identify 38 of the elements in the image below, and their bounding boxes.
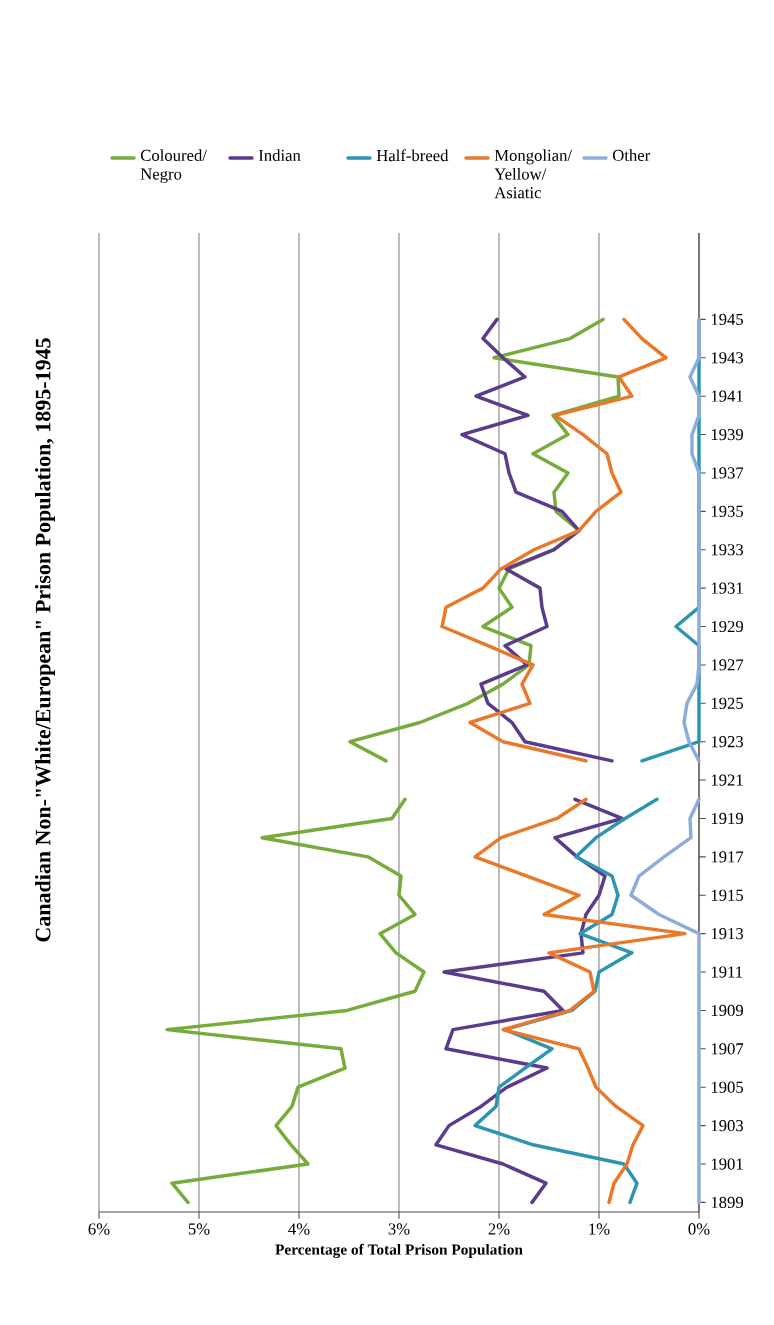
y-tick-label: 1937: [711, 467, 744, 479]
y-tick-label: 1943: [711, 352, 744, 364]
y-tick-label: 1925: [711, 697, 744, 709]
x-tick-label: 5%: [188, 1223, 210, 1235]
y-tick-label: 1903: [711, 1119, 744, 1132]
text: Canadian Non-"White/European" Prison Population, 1895-1945: [35, 338, 55, 942]
y-tick-label: 1915: [711, 889, 744, 901]
y-tick-label: 1899: [711, 1196, 744, 1209]
legend-label: Coloured/ Negro: [140, 149, 207, 184]
y-tick-label: 1933: [711, 544, 744, 556]
y-tick-label: 1911: [711, 966, 743, 978]
y-tick-label: 1931: [711, 582, 743, 594]
x-tick-label: 6%: [88, 1223, 110, 1235]
y-tick-label: 1941: [711, 390, 743, 402]
x-tick-label: 3%: [388, 1223, 410, 1235]
y-tick-label: 1905: [711, 1081, 744, 1093]
y-tick-label: 1921: [711, 774, 743, 786]
y-tick-label: 1901: [711, 1158, 743, 1170]
legend-label: Mongolian/ Yellow/ Asiatic: [494, 149, 573, 199]
y-tick-label: 1939: [711, 428, 744, 441]
x-tick-label: 1%: [589, 1223, 610, 1235]
y-tick-label: 1929: [711, 620, 744, 633]
y-tick-label: 1923: [711, 736, 744, 748]
x-tick-label: 4%: [288, 1223, 310, 1235]
y-tick-label: 1917: [711, 851, 744, 863]
y-tick-label: 1913: [711, 928, 744, 940]
y-tick-label: 1919: [711, 812, 744, 825]
x-tick-label: 2%: [488, 1223, 510, 1235]
y-tick-label: 1945: [711, 313, 744, 325]
x-tick-label: 0%: [688, 1223, 710, 1235]
x-axis-title: Percentage of Total Prison Population: [275, 1243, 523, 1259]
y-tick-label: 1907: [711, 1043, 744, 1055]
y-tick-label: 1909: [711, 1004, 744, 1017]
y-tick-label: 1927: [711, 659, 744, 671]
y-tick-label: 1935: [711, 505, 744, 517]
legend-label: Other: [612, 149, 651, 161]
legend-label: Indian: [258, 149, 301, 161]
legend-label: Half-breed: [376, 149, 449, 162]
